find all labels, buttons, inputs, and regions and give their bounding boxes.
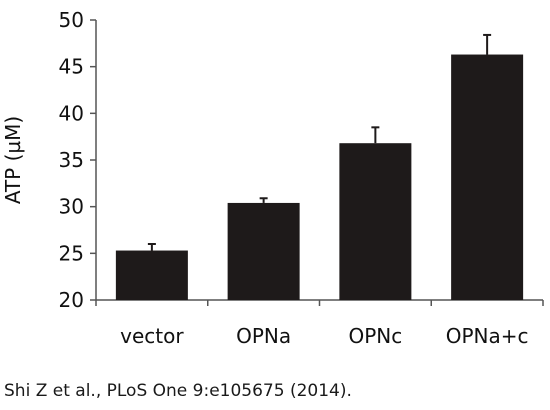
bar-OPNa+c: [451, 54, 524, 301]
chart-bars: [115, 33, 524, 301]
y-tick-label: 20: [59, 288, 84, 312]
y-tick-label: 25: [59, 241, 84, 265]
citation-caption: Shi Z et al., PLoS One 9:e105675 (2014).: [4, 381, 352, 401]
x-tick-label-OPNa+c: OPNa+c: [446, 324, 529, 348]
bar-vector: [115, 250, 188, 300]
y-tick-label: 35: [59, 148, 84, 172]
chart-tick-labels: 20 25 30 35 40 45 50 vector OPNa OPNc OPNa+c: [59, 8, 529, 348]
y-tick-label: 50: [59, 8, 84, 32]
y-tick-label: 30: [59, 195, 84, 219]
bar-OPNc: [339, 143, 412, 300]
y-axis-label: ATP (µM): [1, 116, 25, 204]
bar-OPNa: [227, 202, 300, 300]
x-tick-label-OPNc: OPNc: [348, 324, 402, 348]
y-tick-label: 45: [59, 55, 84, 79]
y-tick-label: 40: [59, 101, 84, 125]
x-tick-label-vector: vector: [120, 324, 184, 348]
x-tick-label-OPNa: OPNa: [236, 324, 291, 348]
